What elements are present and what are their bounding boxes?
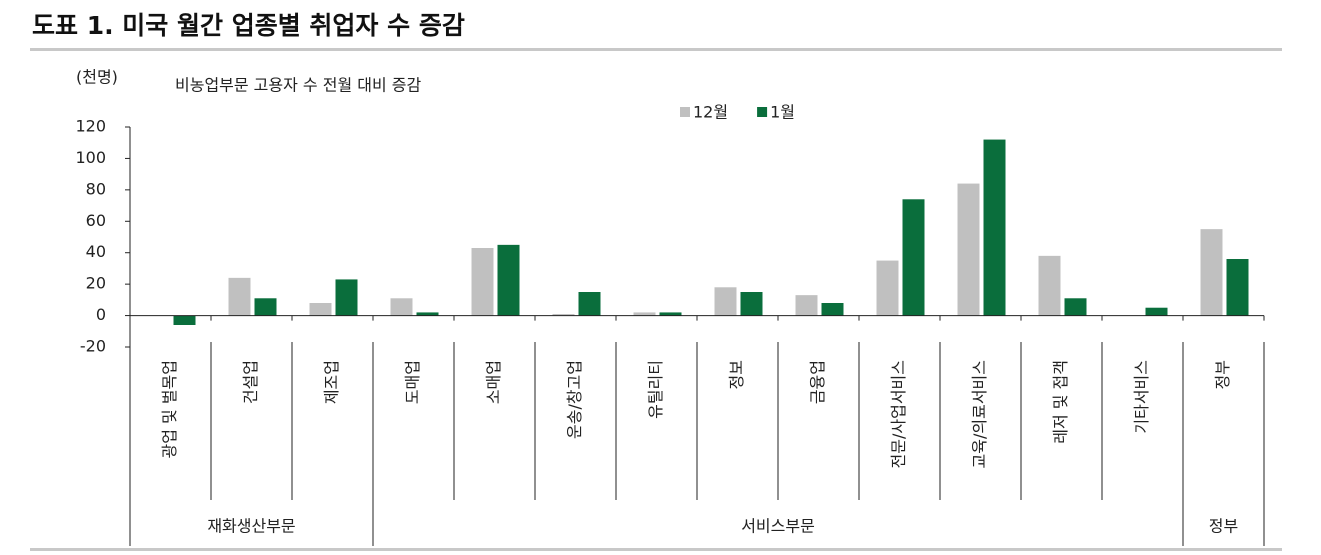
title-rule (30, 48, 1282, 51)
legend-swatch (757, 107, 768, 117)
x-tick-label: 제조업 (322, 360, 341, 404)
bar (957, 183, 980, 316)
x-tick-label: 정보 (727, 360, 746, 389)
y-tick-label: -20 (80, 337, 106, 356)
bar (983, 139, 1006, 316)
bar (1145, 307, 1168, 316)
x-tick-label: 금융업 (808, 360, 827, 404)
bar (659, 312, 682, 316)
group-label: 정부 (1209, 517, 1238, 536)
legend-label: 1월 (770, 103, 795, 122)
bar (173, 315, 196, 325)
bar (714, 287, 737, 316)
bar (821, 303, 844, 316)
x-tick-label: 전문/사업서비스 (889, 360, 908, 468)
y-tick-label: 120 (75, 117, 106, 136)
bar (1064, 298, 1087, 316)
x-tick-label: 교육/의료서비스 (970, 360, 989, 468)
x-tick-label: 정부 (1213, 360, 1232, 389)
y-tick-label: 100 (75, 148, 106, 167)
bottom-rule (30, 548, 1282, 551)
group-label: 재화생산부문 (207, 517, 295, 536)
bar (552, 314, 575, 316)
bar (876, 260, 899, 316)
y-tick-label: 60 (86, 211, 106, 230)
x-tick-label: 도매업 (403, 360, 422, 404)
x-tick-label: 건설업 (241, 360, 260, 404)
x-tick-label: 광업 및 벌목업 (160, 360, 179, 459)
bar (254, 298, 277, 316)
y-unit: (천명) (76, 68, 118, 87)
bar (633, 312, 656, 316)
x-tick-label: 기타서비스 (1132, 360, 1151, 434)
bar (228, 277, 251, 316)
y-tick-label: 0 (96, 305, 106, 324)
subtitle: 비농업부문 고용자 수 전월 대비 증감 (175, 76, 422, 95)
y-tick-label: 20 (86, 274, 106, 293)
y-tick-label: 80 (86, 179, 106, 198)
x-tick-label: 유틸리티 (646, 360, 665, 419)
x-tick-label: 레저 및 접객 (1051, 360, 1070, 444)
bar (309, 303, 332, 316)
y-tick-label: 40 (86, 242, 106, 261)
bar (1226, 259, 1249, 316)
bar (1038, 255, 1061, 316)
group-label: 서비스부문 (741, 517, 815, 536)
bar (578, 292, 601, 316)
bar (335, 279, 358, 316)
legend-swatch (680, 107, 690, 117)
chart-title: 도표 1. 미국 월간 업종별 취업자 수 증감 (32, 11, 465, 40)
x-tick-label: 운송/창고업 (565, 360, 584, 439)
bar (416, 312, 439, 316)
legend-label: 12월 (693, 103, 728, 122)
bar (740, 292, 763, 316)
bar (497, 244, 520, 316)
bar (1200, 229, 1223, 316)
bar (902, 199, 925, 316)
bar (471, 248, 494, 316)
bar (795, 295, 818, 316)
x-tick-label: 소매업 (484, 360, 503, 404)
bar (390, 298, 413, 316)
